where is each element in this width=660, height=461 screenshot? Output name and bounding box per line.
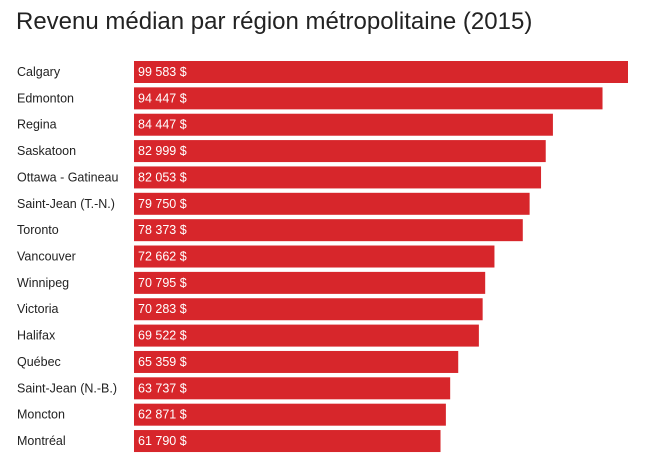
category-label: Edmonton xyxy=(17,91,74,105)
value-label: 84 447 $ xyxy=(138,118,187,132)
value-label: 94 447 $ xyxy=(138,91,187,105)
bar xyxy=(134,350,459,373)
value-label: 63 737 $ xyxy=(138,381,187,395)
bar xyxy=(134,140,546,163)
category-label: Halifax xyxy=(17,329,56,343)
bar xyxy=(134,324,479,347)
bar xyxy=(134,245,495,268)
category-label: Vancouver xyxy=(17,250,76,264)
bar xyxy=(134,166,542,189)
bar xyxy=(134,271,486,294)
value-label: 72 662 $ xyxy=(138,250,187,264)
bar xyxy=(134,298,483,321)
value-label: 62 871 $ xyxy=(138,408,187,422)
category-label: Montréal xyxy=(17,434,66,448)
category-label: Ottawa - Gatineau xyxy=(17,170,118,184)
value-label: 70 795 $ xyxy=(138,276,187,290)
category-label: Calgary xyxy=(17,65,61,79)
category-label: Winnipeg xyxy=(17,276,69,290)
value-label: 78 373 $ xyxy=(138,223,187,237)
category-label: Saskatoon xyxy=(17,144,76,158)
category-label: Québec xyxy=(17,355,61,369)
value-label: 99 583 $ xyxy=(138,65,187,79)
bar xyxy=(134,113,553,136)
category-label: Moncton xyxy=(17,408,65,422)
category-label: Victoria xyxy=(17,302,59,316)
value-label: 65 359 $ xyxy=(138,355,187,369)
bar xyxy=(134,192,530,215)
bar xyxy=(134,377,451,400)
bar xyxy=(134,61,628,83)
category-label: Saint-Jean (N.-B.) xyxy=(17,381,117,395)
value-label: 82 053 $ xyxy=(138,170,187,184)
value-label: 69 522 $ xyxy=(138,329,187,343)
chart-title: Revenu médian par région métropolitaine … xyxy=(16,8,533,35)
bar xyxy=(134,403,446,426)
value-label: 70 283 $ xyxy=(138,302,187,316)
category-label: Saint-Jean (T.-N.) xyxy=(17,197,115,211)
value-label: 61 790 $ xyxy=(138,434,187,448)
category-label: Regina xyxy=(17,118,57,132)
bar xyxy=(134,87,603,110)
value-label: 82 999 $ xyxy=(138,144,187,158)
bar xyxy=(134,430,441,453)
category-label: Toronto xyxy=(17,223,59,237)
bar xyxy=(134,219,523,242)
value-label: 79 750 $ xyxy=(138,197,187,211)
